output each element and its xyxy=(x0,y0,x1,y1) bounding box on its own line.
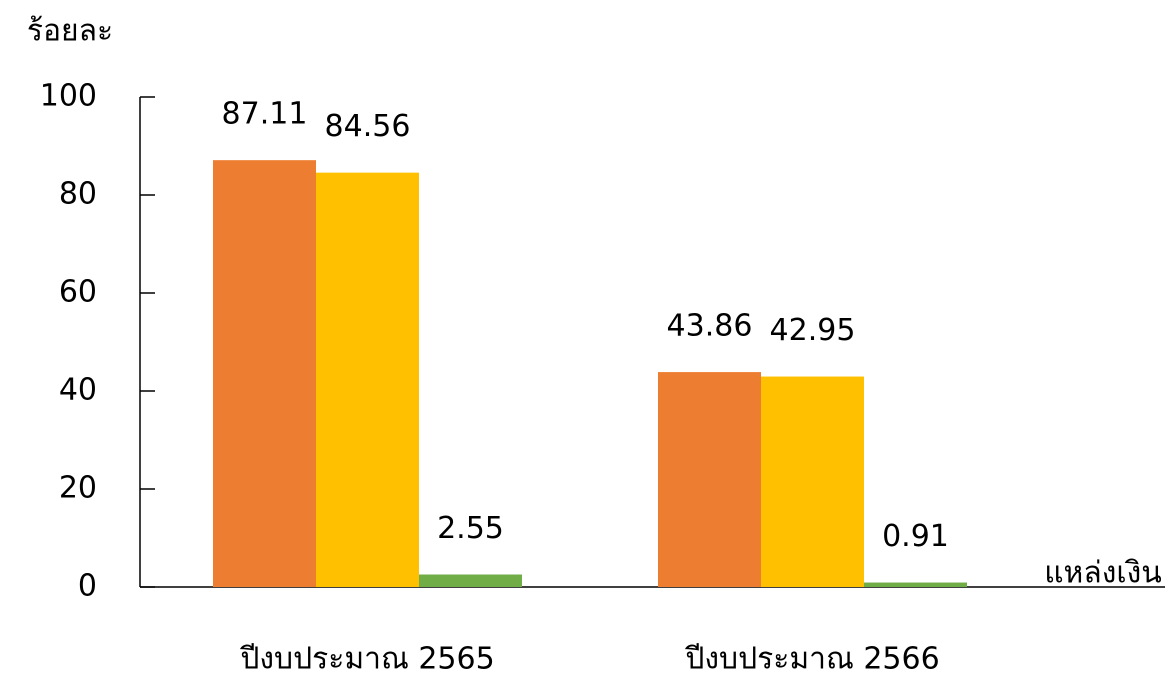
y-tick-label: 100 xyxy=(40,79,97,114)
x-tick-label: ปีงบประมาณ 2565 xyxy=(239,642,494,677)
bar xyxy=(316,172,419,587)
x-tick-label: ปีงบประมาณ 2566 xyxy=(684,642,939,677)
bar xyxy=(864,582,967,587)
data-label: 2.55 xyxy=(437,511,504,546)
y-axis-label: ร้อยละ xyxy=(27,14,113,49)
data-label: 84.56 xyxy=(325,109,411,144)
bar xyxy=(761,376,864,587)
y-tick-label: 40 xyxy=(59,373,97,408)
y-tick-label: 20 xyxy=(59,471,97,506)
data-label: 42.95 xyxy=(770,313,856,348)
bar xyxy=(213,160,316,587)
y-tick-label: 80 xyxy=(59,177,97,212)
y-tick-label: 0 xyxy=(78,569,97,604)
bar xyxy=(419,574,522,587)
x-axis-label: แหล่งเงิน xyxy=(1044,556,1162,591)
data-label: 43.86 xyxy=(667,309,753,344)
y-tick-label: 60 xyxy=(59,275,97,310)
bar xyxy=(658,372,761,587)
data-label: 87.11 xyxy=(222,97,308,132)
data-label: 0.91 xyxy=(882,519,949,554)
